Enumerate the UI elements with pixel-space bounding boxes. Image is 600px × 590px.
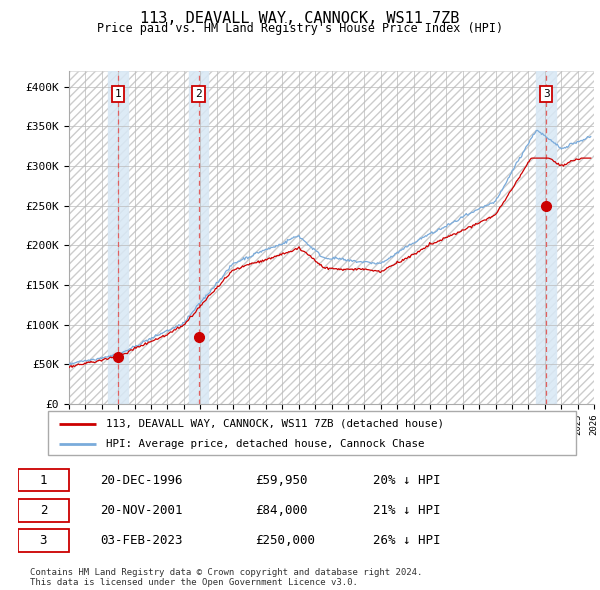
Text: 03-FEB-2023: 03-FEB-2023 bbox=[100, 534, 182, 547]
Bar bbox=[189, 71, 208, 404]
Text: 2: 2 bbox=[195, 89, 202, 99]
Text: 26% ↓ HPI: 26% ↓ HPI bbox=[373, 534, 441, 547]
Text: 113, DEAVALL WAY, CANNOCK, WS11 7ZB (detached house): 113, DEAVALL WAY, CANNOCK, WS11 7ZB (det… bbox=[106, 419, 444, 428]
Text: 20-NOV-2001: 20-NOV-2001 bbox=[100, 504, 182, 517]
Text: 21% ↓ HPI: 21% ↓ HPI bbox=[373, 504, 441, 517]
Text: £250,000: £250,000 bbox=[255, 534, 315, 547]
Text: 20-DEC-1996: 20-DEC-1996 bbox=[100, 474, 182, 487]
FancyBboxPatch shape bbox=[18, 499, 69, 522]
FancyBboxPatch shape bbox=[48, 411, 576, 455]
Text: Price paid vs. HM Land Registry's House Price Index (HPI): Price paid vs. HM Land Registry's House … bbox=[97, 22, 503, 35]
Text: Contains HM Land Registry data © Crown copyright and database right 2024.
This d: Contains HM Land Registry data © Crown c… bbox=[30, 568, 422, 587]
Text: 3: 3 bbox=[543, 89, 550, 99]
Text: 20% ↓ HPI: 20% ↓ HPI bbox=[373, 474, 441, 487]
FancyBboxPatch shape bbox=[18, 469, 69, 491]
Text: £59,950: £59,950 bbox=[255, 474, 307, 487]
Text: £84,000: £84,000 bbox=[255, 504, 307, 517]
FancyBboxPatch shape bbox=[18, 529, 69, 552]
Text: 1: 1 bbox=[40, 474, 47, 487]
Text: 1: 1 bbox=[115, 89, 121, 99]
Text: 113, DEAVALL WAY, CANNOCK, WS11 7ZB: 113, DEAVALL WAY, CANNOCK, WS11 7ZB bbox=[140, 11, 460, 25]
Bar bbox=[536, 71, 556, 404]
Text: 2: 2 bbox=[40, 504, 47, 517]
Text: HPI: Average price, detached house, Cannock Chase: HPI: Average price, detached house, Cann… bbox=[106, 440, 425, 450]
Text: 3: 3 bbox=[40, 534, 47, 547]
Bar bbox=[108, 71, 128, 404]
